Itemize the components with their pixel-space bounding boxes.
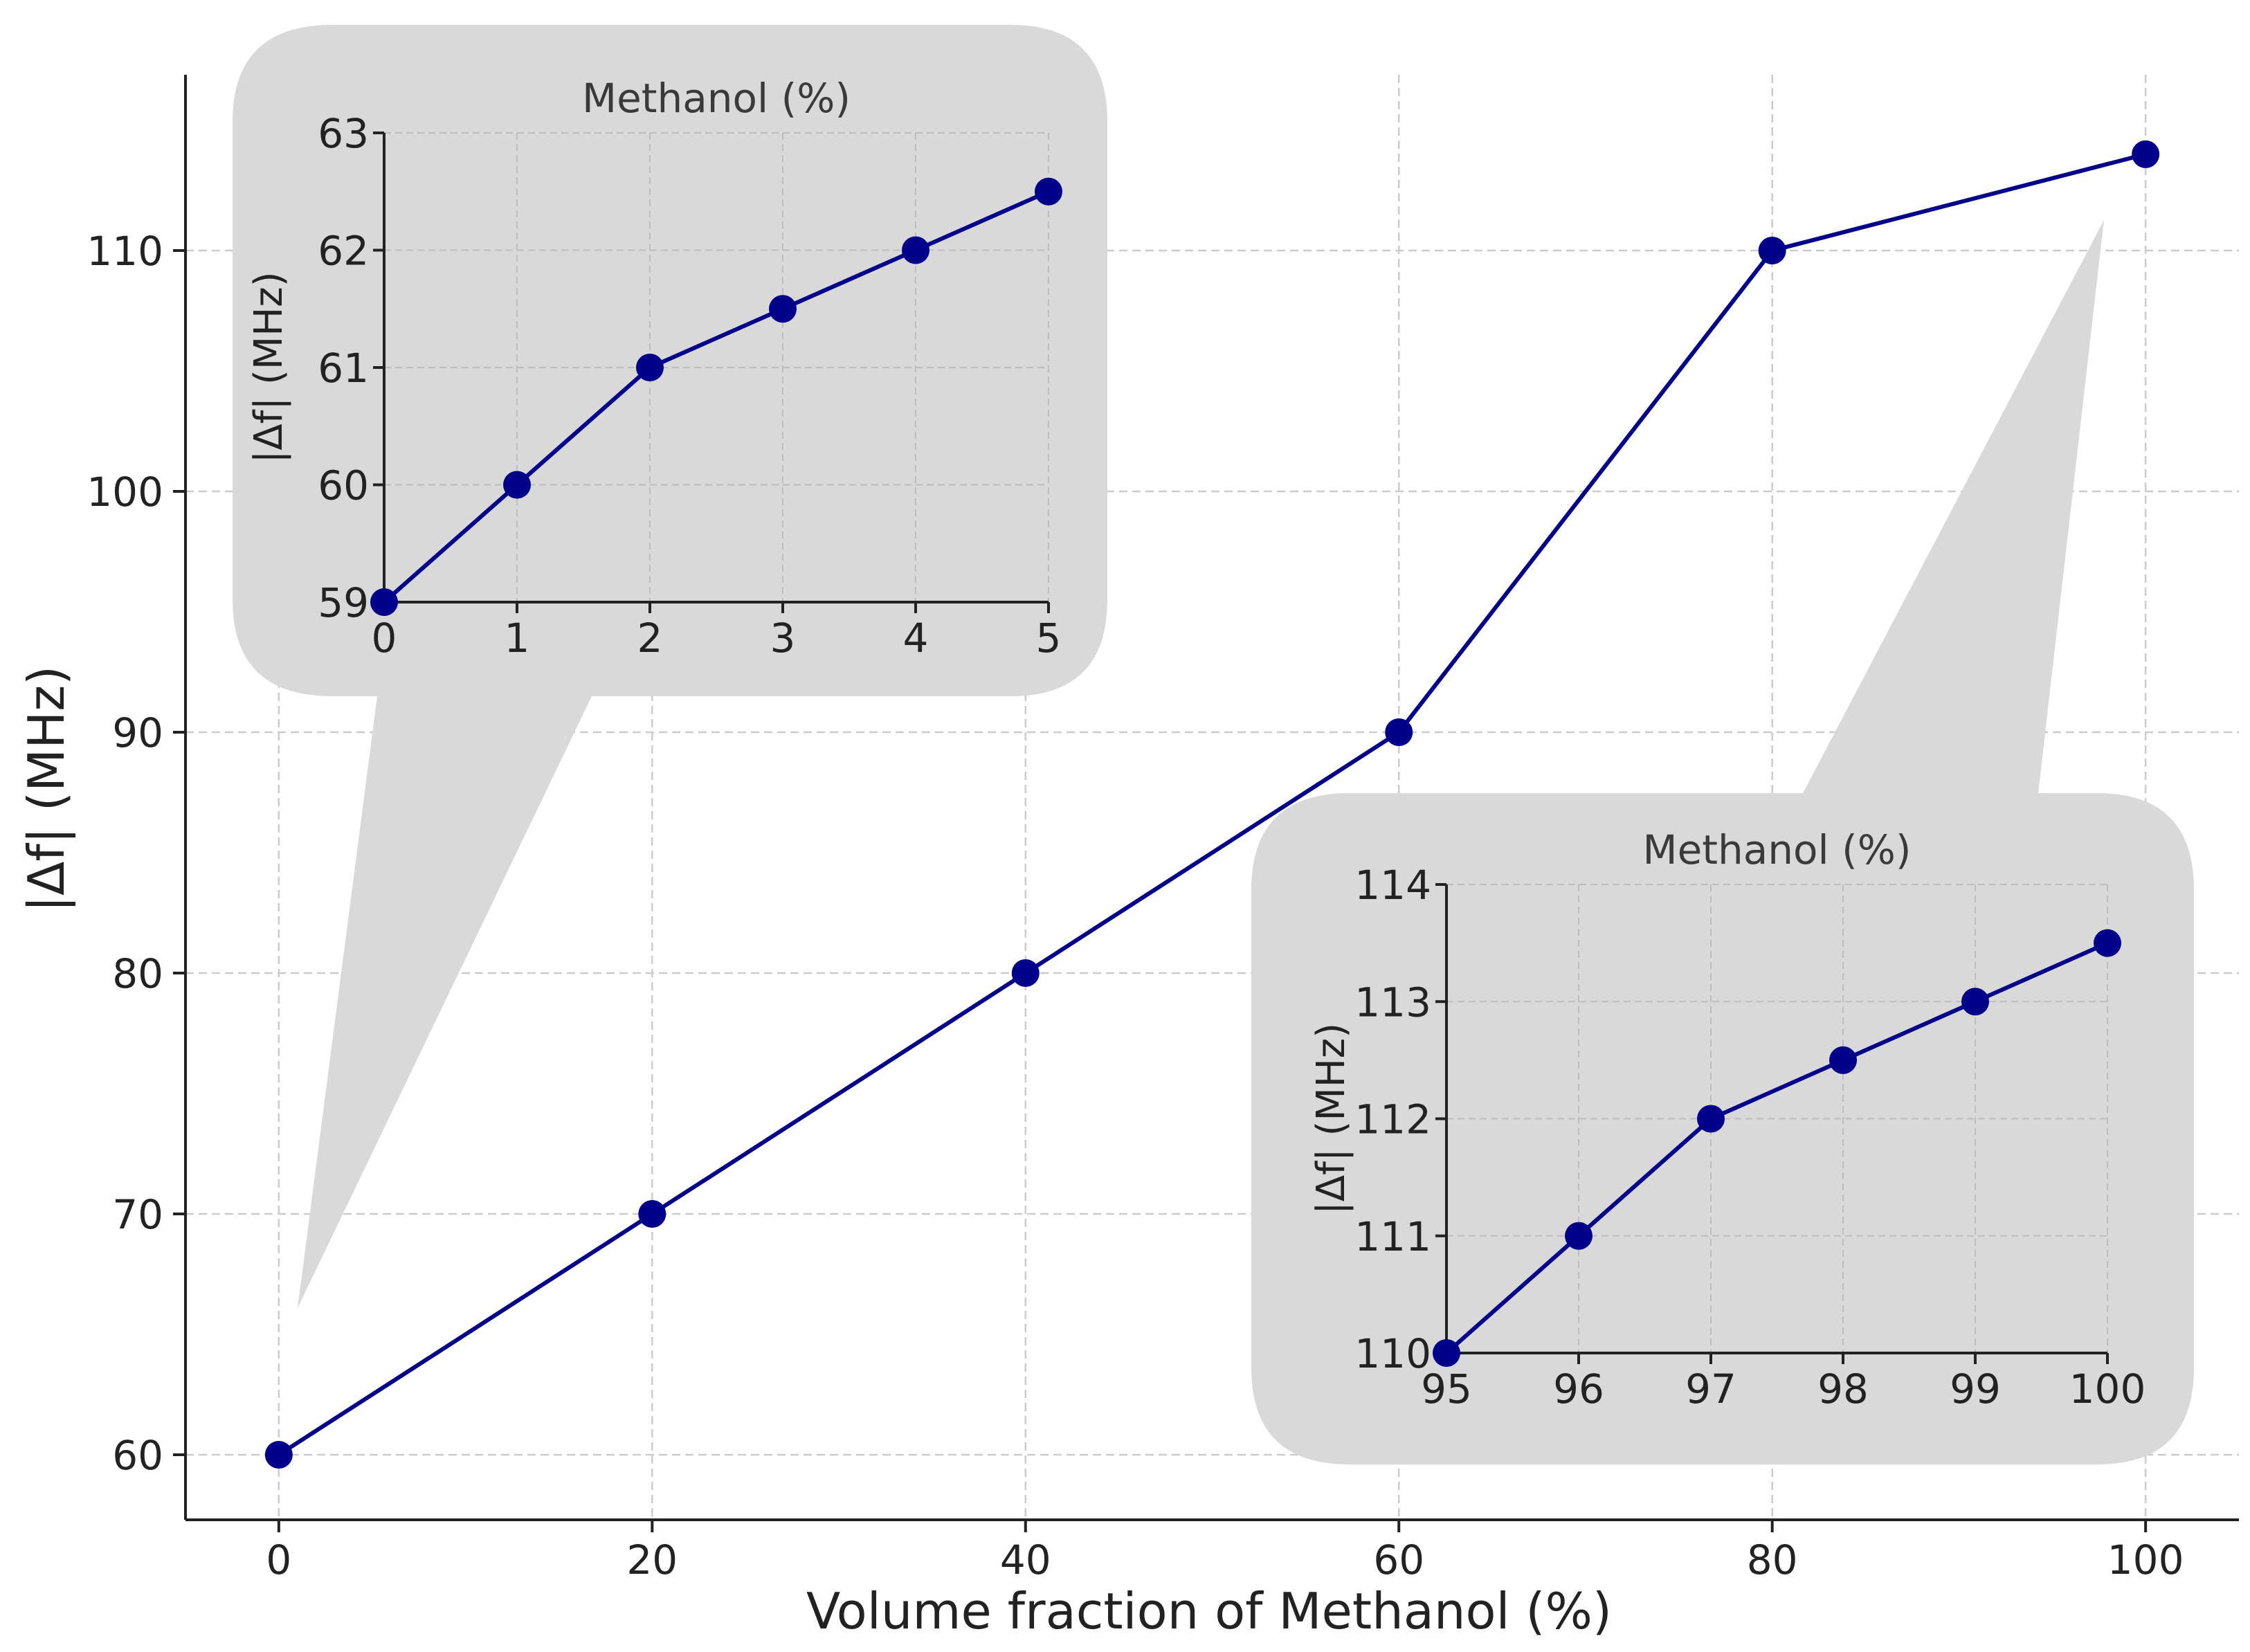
y-tick-label: 70 xyxy=(112,1191,163,1238)
inset-data-point xyxy=(1035,177,1062,206)
inset-y-tick-label: 60 xyxy=(318,462,369,509)
inset-y-tick-label: 59 xyxy=(318,579,369,626)
inset-data-point xyxy=(902,236,929,264)
inset-x-tick-label: 2 xyxy=(637,615,663,662)
inset-data-point xyxy=(503,471,531,499)
inset-y-tick-label: 63 xyxy=(318,110,369,157)
x-tick-label: 80 xyxy=(1747,1536,1798,1583)
inset-y-tick-label: 114 xyxy=(1354,862,1431,909)
data-point xyxy=(1385,718,1413,747)
x-tick-label: 100 xyxy=(2107,1536,2184,1583)
inset-x-tick-label: 1 xyxy=(505,615,530,662)
inset-x-tick-label: 97 xyxy=(1685,1365,1736,1413)
x-tick-label: 20 xyxy=(626,1536,678,1583)
x-tick-label: 0 xyxy=(266,1536,291,1583)
inset-y-tick-label: 111 xyxy=(1354,1213,1431,1260)
inset-x-tick-label: 4 xyxy=(903,615,929,662)
inset-series-line xyxy=(1445,941,2109,1355)
inset-y-axis-title: |Δf| (MHz) xyxy=(1309,1023,1354,1215)
x-tick-label: 40 xyxy=(1000,1536,1051,1583)
inset-y-tick-label: 62 xyxy=(318,228,369,275)
inset-data-point xyxy=(1565,1222,1593,1250)
y-axis-title: |Δf| (MHz) xyxy=(17,666,76,912)
inset-x-tick-label: 0 xyxy=(372,615,397,662)
inset-x-tick-label: 5 xyxy=(1036,615,1062,662)
inset-x-tick-label: 99 xyxy=(1950,1365,2001,1413)
series-line xyxy=(278,152,2146,1457)
inset-x-tick-label: 100 xyxy=(2069,1365,2146,1413)
inset-data-point xyxy=(769,295,797,323)
callout-bubble-high xyxy=(1251,220,2194,1464)
inset-data-point xyxy=(1697,1105,1725,1133)
inset-y-tick-label: 110 xyxy=(1354,1330,1431,1377)
y-tick-label: 80 xyxy=(112,950,163,997)
inset-y-tick-label: 61 xyxy=(318,345,369,392)
callout-bubble-low xyxy=(233,25,1107,1308)
inset-data-point xyxy=(1433,1339,1460,1367)
inset-data-point xyxy=(1961,988,1989,1016)
x-axis-title: Volume fraction of Methanol (%) xyxy=(806,1582,1612,1640)
inset-data-point xyxy=(2094,929,2121,957)
data-point xyxy=(1011,959,1040,988)
y-tick-label: 60 xyxy=(112,1432,163,1479)
inset-series-line xyxy=(383,190,1050,604)
inset-data-point xyxy=(636,354,664,381)
main-series xyxy=(264,140,2160,1469)
inset-y-tick-label: 113 xyxy=(1354,979,1431,1026)
inset-y-tick-label: 112 xyxy=(1354,1096,1431,1143)
data-point xyxy=(2132,140,2160,168)
inset-high-plot: 95 96 97 98 99 100 110 111 112 113 114 Methanol (%)… xyxy=(1309,826,2145,1413)
inset-x-tick-label: 3 xyxy=(770,615,796,662)
inset-low-plot: 0 1 2 3 4 5 59 60 61 62 63 Methanol (%) |Δf| (MHz) xyxy=(246,75,1062,662)
inset-x-tick-label: 98 xyxy=(1817,1365,1869,1413)
x-tick-label: 60 xyxy=(1373,1536,1424,1583)
inset-x-tick-label: 95 xyxy=(1421,1365,1472,1413)
inset-title: Methanol (%) xyxy=(1643,826,1912,873)
inset-data-point xyxy=(1829,1046,1857,1074)
data-point xyxy=(1758,237,1786,265)
y-tick-label: 100 xyxy=(87,469,163,516)
inset-y-axis-title: |Δf| (MHz) xyxy=(246,271,291,463)
inset-title: Methanol (%) xyxy=(582,75,851,122)
data-point xyxy=(264,1441,293,1469)
data-point xyxy=(638,1200,666,1228)
inset-data-point xyxy=(370,588,398,616)
inset-x-tick-label: 96 xyxy=(1553,1365,1604,1413)
y-tick-label: 90 xyxy=(112,709,163,756)
y-tick-label: 110 xyxy=(87,228,163,275)
